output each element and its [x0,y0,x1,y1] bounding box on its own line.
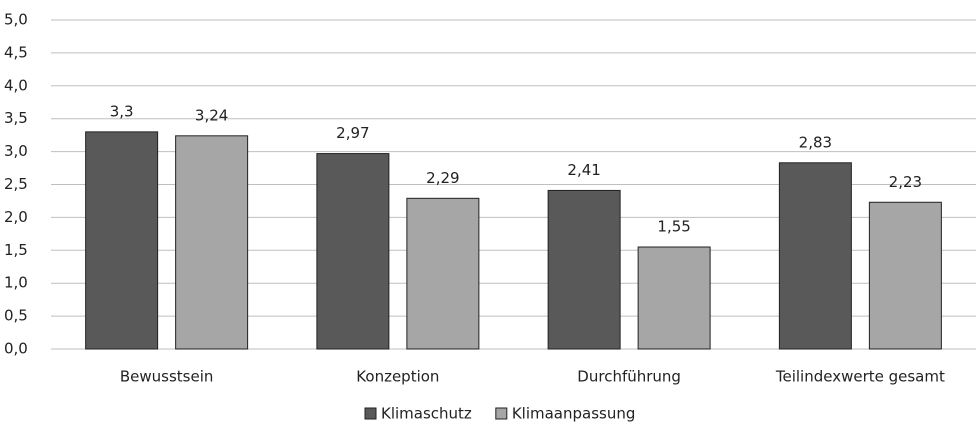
value-label: 3,24 [195,106,228,124]
value-label: 2,97 [336,124,369,142]
y-tick-label: 2,5 [4,175,28,193]
bar [175,135,249,350]
y-tick-label: 1,5 [4,241,28,259]
legend-swatch [364,407,377,420]
y-tick-label: 3,5 [4,109,28,127]
y-tick-label: 5,0 [4,11,28,29]
y-tick-label: 1,0 [4,274,28,292]
x-tick-label: Teilindexwerte gesamt [775,368,945,386]
value-label: 2,83 [799,133,832,151]
bar [406,197,480,350]
bar [316,153,390,350]
value-label: 2,41 [567,161,600,179]
y-tick-label: 4,0 [4,76,28,94]
value-label: 3,3 [110,102,134,120]
bar [868,201,942,350]
value-label: 2,29 [426,169,459,187]
x-tick-label: Konzeption [356,368,439,386]
value-label: 2,23 [889,173,922,191]
bar [778,162,852,350]
legend-label: Klimaschutz [381,405,472,423]
bar [637,246,711,350]
y-tick-label: 2,0 [4,208,28,226]
x-tick-label: Bewusstsein [120,368,214,386]
y-tick-label: 4,5 [4,43,28,61]
value-label: 1,55 [657,218,690,236]
y-tick-label: 3,0 [4,142,28,160]
bar [547,189,621,350]
x-tick-label: Durchführung [577,368,681,386]
legend-label: Klimaanpassung [512,405,636,423]
bar [85,131,159,350]
legend-swatch [495,407,508,420]
y-tick-label: 0,5 [4,307,28,325]
y-tick-label: 0,0 [4,340,28,358]
